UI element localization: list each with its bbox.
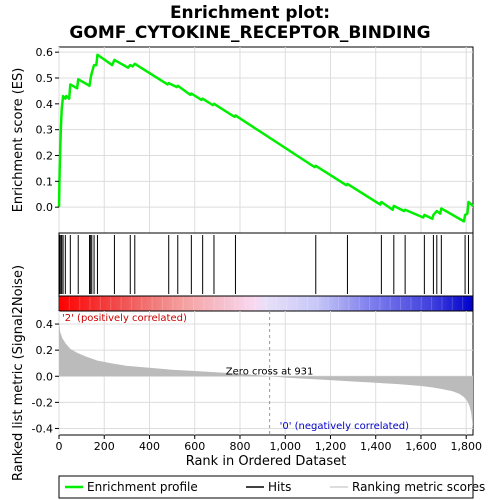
x-tick-label-6: 1,200	[315, 440, 347, 453]
metric-ytick-label-4: 0.4	[36, 318, 54, 331]
es-ytick-label-0: 0.0	[36, 201, 54, 214]
legend-label-2: Ranking metric scores	[352, 480, 485, 494]
es-gridlines	[58, 47, 473, 233]
metric-ytick-label-0: -0.4	[32, 422, 53, 435]
metric-y-axis-label: Ranked list metric (Signal2Noise)	[11, 265, 26, 481]
es-y-axis-label: Enrichment score (ES)	[11, 68, 26, 213]
x-tick-label-5: 1,000	[269, 440, 301, 453]
x-tick-label-3: 600	[184, 440, 205, 453]
enrichment-profile-line	[57, 53, 474, 223]
legend-label-1: Hits	[268, 480, 291, 494]
x-tick-label-9: 1,800	[450, 440, 482, 453]
legend: Enrichment profile Hits Ranking metric sco…	[65, 480, 485, 494]
metric-ytick-label-2: 0.0	[36, 370, 54, 383]
es-y-axis-ticks: 0.0 0.1 0.2 0.3 0.4 0.5 0.6	[36, 46, 59, 214]
legend-label-0: Enrichment profile	[87, 480, 198, 494]
x-tick-label-4: 800	[229, 440, 250, 453]
metric-y-axis-ticks: -0.4 -0.2 0.0 0.2 0.4	[32, 318, 59, 435]
x-tick-label-0: 0	[56, 440, 63, 453]
es-ytick-label-1: 0.1	[36, 175, 54, 188]
x-tick-label-8: 1,600	[405, 440, 437, 453]
positive-correlation-label: '2' (positively correlated)	[62, 313, 187, 324]
es-ytick-label-4: 0.4	[36, 98, 54, 111]
x-axis-label: Rank in Ordered Dataset	[186, 454, 347, 469]
es-ytick-label-2: 0.2	[36, 150, 54, 163]
ranking-metric-area	[59, 320, 473, 430]
es-panel-frame	[58, 46, 474, 234]
x-tick-label-2: 400	[139, 440, 160, 453]
chart-title-line2: GOMF_CYTOKINE_RECEPTOR_BINDING	[69, 23, 430, 43]
hits-panel-frame	[58, 232, 474, 297]
x-tick-label-1: 200	[94, 440, 115, 453]
zero-cross-label: Zero cross at 931	[226, 366, 314, 377]
x-tick-label-7: 1,400	[360, 440, 392, 453]
legend-box	[58, 475, 474, 499]
es-ytick-label-6: 0.6	[36, 46, 54, 59]
x-axis-ticks: 0 200 400 600 800 1,000 1,200 1,400 1,600 1,800	[56, 435, 482, 453]
hit-marks	[59, 235, 469, 294]
metric-ytick-label-1: -0.2	[32, 396, 53, 409]
chart-title-line1: Enrichment plot:	[170, 3, 330, 23]
negative-correlation-label: '0' (negatively correlated)	[280, 421, 409, 432]
es-ytick-label-5: 0.5	[36, 72, 54, 85]
metric-ytick-label-3: 0.2	[36, 344, 54, 357]
es-ytick-label-3: 0.3	[36, 124, 54, 137]
rank-bar-bands	[58, 297, 464, 310]
